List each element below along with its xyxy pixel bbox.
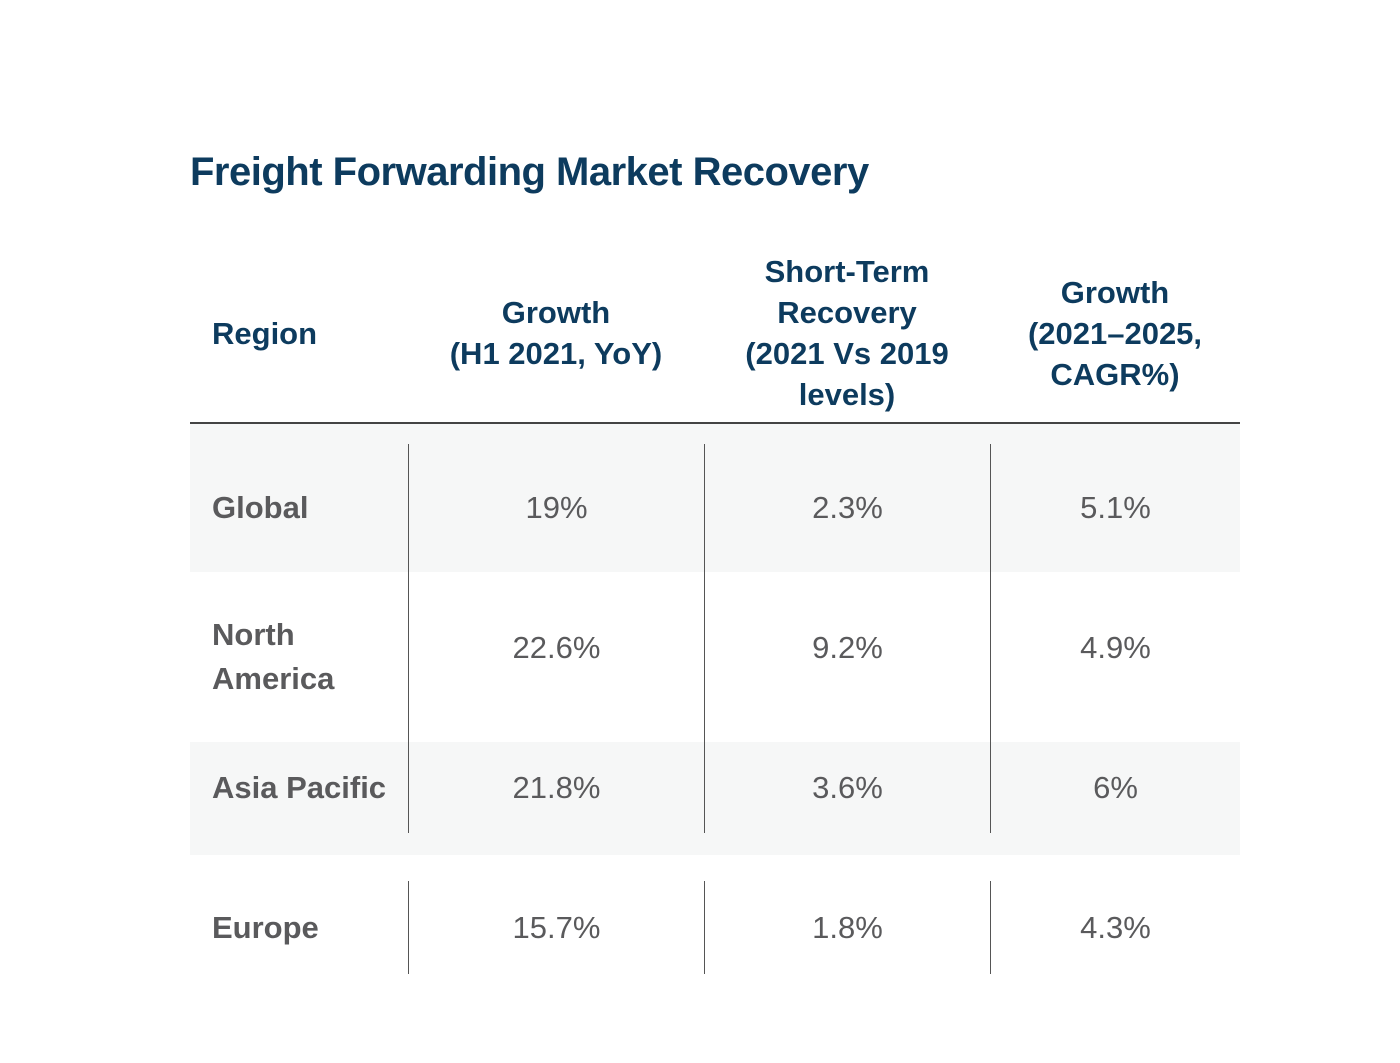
value-cell: 4.3% <box>990 881 1240 974</box>
value-cell: 4.9% <box>990 572 1240 742</box>
table-title: Freight Forwarding Market Recovery <box>190 150 869 194</box>
recovery-table: Region Growth (H1 2021, YoY) Short-Term … <box>190 244 1240 974</box>
value-cell: 2.3% <box>704 444 990 572</box>
table-row: Europe 15.7% 1.8% 4.3% <box>190 855 1240 974</box>
region-cell: North America <box>212 617 335 696</box>
header-row: Region Growth (H1 2021, YoY) Short-Term … <box>190 244 1240 424</box>
header-short-term-recovery: Short-Term Recovery (2021 Vs 2019 levels… <box>745 254 949 412</box>
value-cell: 1.8% <box>704 881 990 974</box>
value-cell: 6% <box>990 742 1240 833</box>
value-cell: 15.7% <box>408 881 704 974</box>
region-cell: Global <box>212 490 309 525</box>
value-cell: 5.1% <box>990 444 1240 572</box>
value-cell: 3.6% <box>704 742 990 833</box>
table-row: Asia Pacific 21.8% 3.6% 6% <box>190 742 1240 855</box>
value-cell: 21.8% <box>408 742 704 833</box>
header-cagr: Growth (2021–2025, CAGR%) <box>1027 274 1203 392</box>
region-cell: Europe <box>212 909 319 945</box>
table-row: Global 19% 2.3% 5.1% <box>190 424 1240 572</box>
region-cell: Asia Pacific <box>212 769 387 805</box>
header-region: Region <box>212 315 318 351</box>
header-growth-h1: Growth (H1 2021, YoY) <box>449 295 663 371</box>
value-cell: 22.6% <box>408 572 704 742</box>
value-cell: 9.2% <box>704 572 990 742</box>
value-cell: 19% <box>408 444 704 572</box>
table-row: North America 22.6% 9.2% 4.9% <box>190 572 1240 742</box>
